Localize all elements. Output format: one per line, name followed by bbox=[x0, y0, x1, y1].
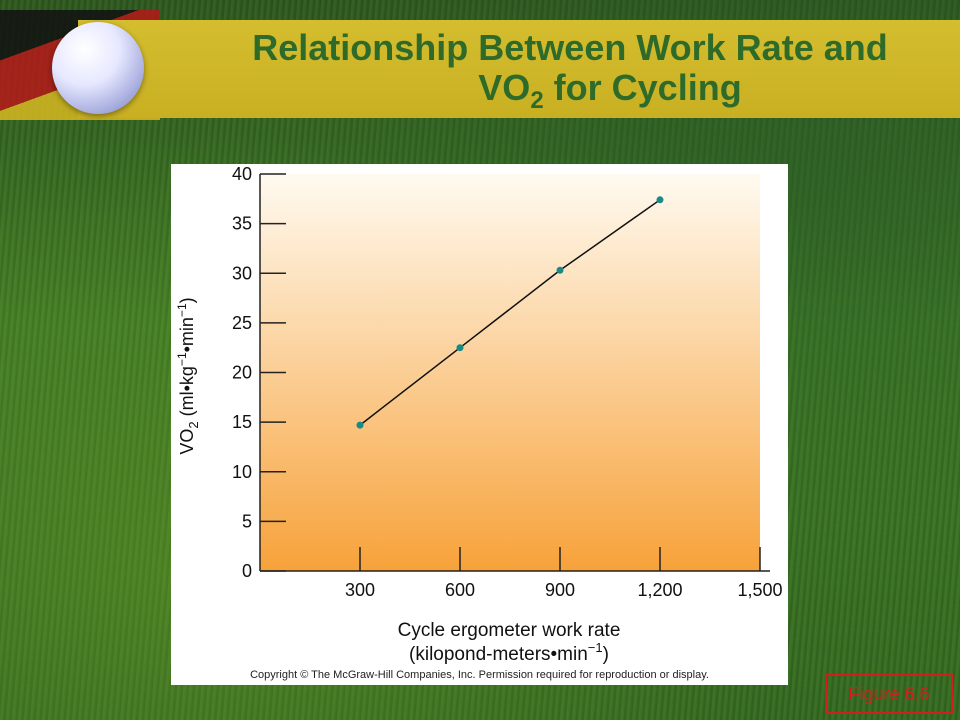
title-rest: for Cycling bbox=[543, 67, 742, 108]
x-axis-ticks: 300 600 900 1,200 1,500 bbox=[345, 547, 783, 600]
data-point bbox=[656, 196, 664, 204]
y-axis-ticks: 0 5 10 15 20 25 30 35 40 bbox=[232, 164, 286, 581]
data-point bbox=[556, 266, 564, 274]
y-tick-label: 0 bbox=[242, 561, 252, 581]
x-tick-label: 1,200 bbox=[637, 580, 682, 600]
x-axis-label-sup: −1 bbox=[588, 640, 603, 655]
x-tick-label: 600 bbox=[445, 580, 475, 600]
y-axis-label-end: ) bbox=[177, 297, 197, 303]
x-tick-label: 300 bbox=[345, 580, 375, 600]
slide-title: Relationship Between Work Rate and VO2 f… bbox=[180, 28, 960, 121]
data-point bbox=[356, 421, 364, 429]
chart-svg: 0 5 10 15 20 25 30 35 40 300 600 900 1,200 1,500 Cyc… bbox=[175, 164, 783, 665]
x-tick-label: 900 bbox=[545, 580, 575, 600]
y-axis-label-vo: VO bbox=[177, 429, 197, 455]
y-tick-label: 20 bbox=[232, 363, 252, 383]
data-points bbox=[356, 196, 664, 429]
x-axis-label-line-2: (kilopond-meters•min−1) bbox=[409, 640, 609, 665]
y-tick-label: 5 bbox=[242, 511, 252, 531]
y-tick-label: 40 bbox=[232, 164, 252, 184]
plot-area bbox=[260, 174, 760, 571]
x-tick-label: 1,500 bbox=[737, 580, 782, 600]
x-axis-label-line-1: Cycle ergometer work rate bbox=[398, 620, 621, 641]
title-vo-subscript: 2 bbox=[530, 87, 544, 115]
title-line-2: VO2 for Cycling bbox=[180, 68, 960, 121]
copyright-notice: Copyright © The McGraw-Hill Companies, I… bbox=[250, 669, 709, 681]
y-tick-label: 35 bbox=[232, 214, 252, 234]
y-tick-label: 15 bbox=[232, 412, 252, 432]
data-point bbox=[456, 344, 464, 352]
y-tick-label: 30 bbox=[232, 263, 252, 283]
title-band bbox=[78, 20, 960, 118]
title-vo: VO bbox=[478, 67, 531, 108]
chart-panel: 0 5 10 15 20 25 30 35 40 300 600 900 1,200 1,500 Cyc… bbox=[171, 164, 788, 685]
title-line-1: Relationship Between Work Rate and bbox=[252, 27, 888, 68]
x-axis-label-end: ) bbox=[603, 644, 609, 665]
figure-label: Figure 6.6 bbox=[825, 674, 953, 714]
series-line bbox=[359, 199, 661, 426]
y-tick-label: 25 bbox=[232, 313, 252, 333]
y-tick-label: 10 bbox=[232, 462, 252, 482]
x-axis-label-main: (kilopond-meters•min bbox=[409, 644, 588, 665]
y-axis-label-sup-1: −1 bbox=[175, 352, 189, 366]
y-axis-label: VO2 (ml•kg−1•min−1) bbox=[175, 297, 201, 454]
y-axis-label-units: (ml•kg bbox=[177, 366, 197, 421]
y-axis-label-sup-2: −1 bbox=[175, 303, 189, 317]
y-axis-label-sub: 2 bbox=[186, 421, 201, 428]
soccer-ball-icon bbox=[52, 22, 144, 114]
y-axis-label-mid: •min bbox=[177, 317, 197, 352]
